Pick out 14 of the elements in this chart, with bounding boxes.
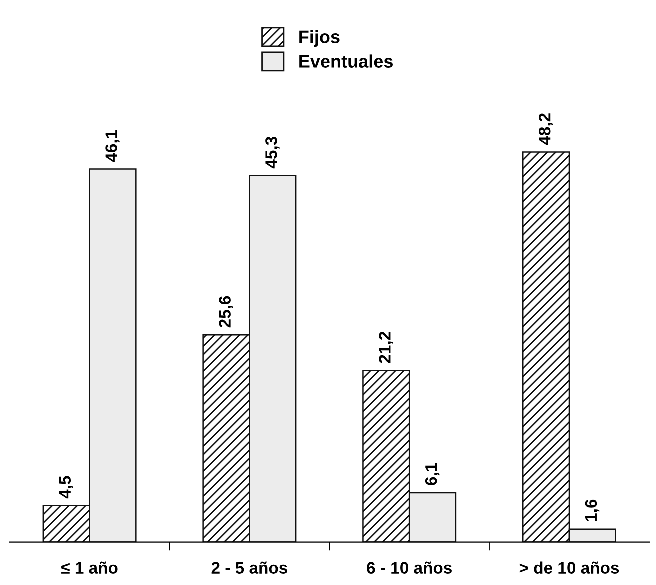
x-tick-label: 6 - 10 años [367,562,452,574]
x-tick-label: 2 - 5 años [212,562,288,574]
data-label: 6,1 [425,463,440,486]
legend-label: Fijos [300,30,340,48]
data-label: 21,2 [379,332,394,364]
data-label: 25,6 [219,296,234,328]
x-tick-label: ≤ 1 año [62,562,118,574]
data-label: 1,6 [585,500,600,522]
data-label: 4,5 [59,476,74,499]
x-tick-label: > de 10 años [520,562,620,574]
legend-label: Eventuales [300,54,393,68]
data-label: 45,3 [266,136,280,169]
data-label: 48,2 [538,114,554,146]
data-label: 46,1 [106,130,120,162]
